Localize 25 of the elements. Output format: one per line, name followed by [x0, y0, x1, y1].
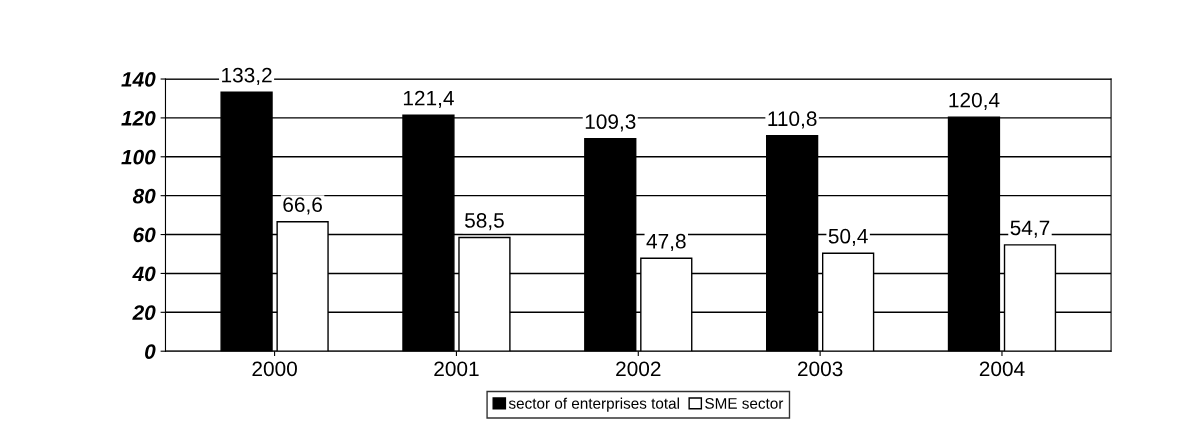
legend-label: SME sector [705, 398, 784, 409]
data-label: 58,5 [465, 213, 504, 231]
x-tick-label: 2004 [979, 361, 1025, 377]
x-tick-label: 2000 [252, 361, 297, 377]
data-label: 54,7 [1010, 220, 1050, 238]
data-label: 110,8 [768, 111, 817, 129]
y-tick-label: 140 [121, 72, 156, 87]
data-label: 109,3 [585, 114, 636, 132]
y-tick-label: 40 [132, 266, 156, 282]
data-label: 120,4 [949, 92, 1000, 110]
x-tick-label: 2001 [434, 361, 479, 377]
data-label: 133,2 [222, 67, 272, 86]
data-label: 121,4 [403, 90, 454, 108]
y-tick-label: 120 [121, 110, 156, 126]
y-tick-label: 100 [121, 149, 156, 165]
y-tick-label: 0 [145, 344, 156, 359]
y-tick-label: 20 [132, 305, 156, 321]
data-label: 47,8 [646, 233, 686, 252]
data-label: 66,6 [283, 197, 322, 215]
x-tick-label: 2002 [616, 361, 661, 377]
x-tick-label: 2003 [798, 361, 843, 377]
y-tick-label: 80 [132, 188, 156, 204]
legend-label: sector of enterprises total [508, 397, 679, 412]
y-tick-label: 60 [133, 227, 156, 243]
data-label: 50,4 [828, 228, 868, 246]
